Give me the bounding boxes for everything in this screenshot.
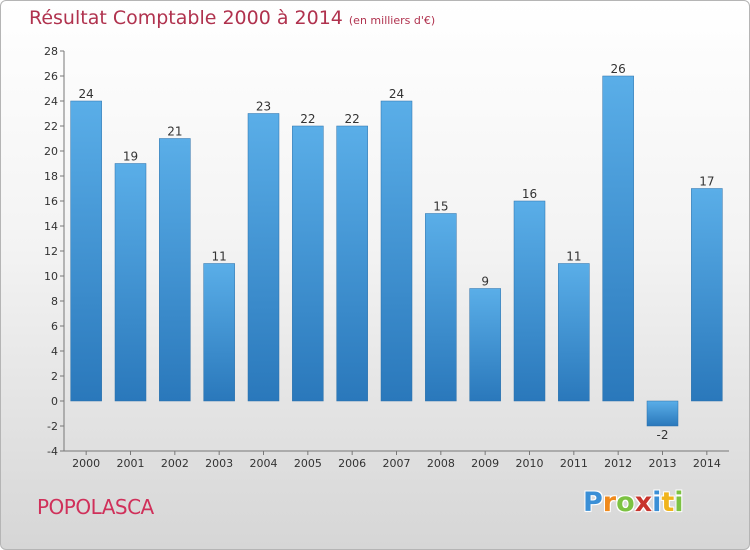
y-tick-label: 10	[44, 270, 58, 283]
x-tick-label: 2003	[205, 457, 233, 470]
bar	[203, 263, 235, 402]
x-tick-label: 2014	[693, 457, 721, 470]
data-label: 22	[300, 112, 315, 126]
bar	[336, 125, 368, 402]
y-tick-label: 0	[51, 395, 58, 408]
y-tick-label: 24	[44, 95, 58, 108]
data-label: 9	[481, 275, 489, 289]
logo-letter: t	[661, 487, 675, 518]
bar	[292, 125, 324, 402]
commune-name: POPOLASCA	[37, 495, 154, 519]
logo-letter: P	[583, 487, 603, 518]
x-tick-label: 2012	[604, 457, 632, 470]
logo-letter: i	[652, 487, 662, 518]
data-label: 16	[522, 187, 537, 201]
bar	[425, 213, 457, 402]
chart-title-text: Résultat Comptable 2000 à 2014	[29, 7, 343, 29]
bar	[247, 113, 280, 402]
y-tick-label: 26	[44, 70, 58, 83]
logo-letter: o	[616, 487, 635, 518]
y-tick-label: 18	[44, 170, 58, 183]
chart-title: Résultat Comptable 2000 à 2014 (en millie…	[29, 7, 435, 29]
y-tick-label: 12	[44, 245, 58, 258]
logo-letter: i	[674, 487, 684, 518]
y-tick-label: 20	[44, 145, 58, 158]
x-tick-label: 2013	[649, 457, 677, 470]
bar	[469, 288, 501, 402]
y-tick-label: -2	[47, 420, 58, 433]
x-tick-label: 2008	[427, 457, 455, 470]
bar	[70, 100, 102, 402]
y-tick-label: 14	[44, 220, 58, 233]
x-tick-label: 2005	[294, 457, 322, 470]
y-tick-label: 8	[51, 295, 58, 308]
x-tick-label: 2011	[560, 457, 588, 470]
bar	[691, 188, 723, 402]
bar	[602, 75, 634, 402]
bar	[114, 163, 147, 402]
x-tick-label: 2001	[117, 457, 145, 470]
x-tick-label: 2004	[250, 457, 278, 470]
x-tick-label: 2007	[383, 457, 411, 470]
x-tick-label: 2002	[161, 457, 189, 470]
x-tick-label: 2010	[516, 457, 544, 470]
chart-unit: (en milliers d'€)	[348, 14, 436, 27]
y-tick-label: -4	[47, 445, 58, 458]
data-label: 22	[345, 112, 360, 126]
data-label: 26	[611, 62, 626, 76]
data-label: 15	[433, 200, 448, 214]
y-tick-label: 22	[44, 120, 58, 133]
data-label: 24	[79, 87, 94, 101]
proxiti-logo[interactable]: Proxiti	[583, 487, 684, 518]
bar	[646, 400, 679, 427]
y-tick-label: 6	[51, 320, 58, 333]
bar	[380, 100, 413, 402]
y-tick-label: 4	[51, 345, 58, 358]
data-label: 21	[167, 125, 182, 139]
bar	[558, 263, 590, 402]
data-label: 11	[212, 250, 227, 264]
x-tick-label: 2009	[471, 457, 499, 470]
logo-letter: x	[634, 487, 653, 518]
data-label: 17	[699, 175, 714, 189]
data-label: -2	[657, 428, 669, 442]
logo-letter: r	[602, 487, 617, 518]
y-tick-label: 28	[44, 45, 58, 58]
bar	[159, 138, 191, 402]
y-tick-label: 2	[51, 370, 58, 383]
data-label: 24	[389, 87, 404, 101]
x-tick-label: 2000	[72, 457, 100, 470]
data-label: 19	[123, 150, 138, 164]
data-label: 23	[256, 100, 271, 114]
data-label: 11	[566, 250, 581, 264]
y-tick-label: 16	[44, 195, 58, 208]
x-tick-label: 2006	[338, 457, 366, 470]
bar	[513, 200, 546, 402]
